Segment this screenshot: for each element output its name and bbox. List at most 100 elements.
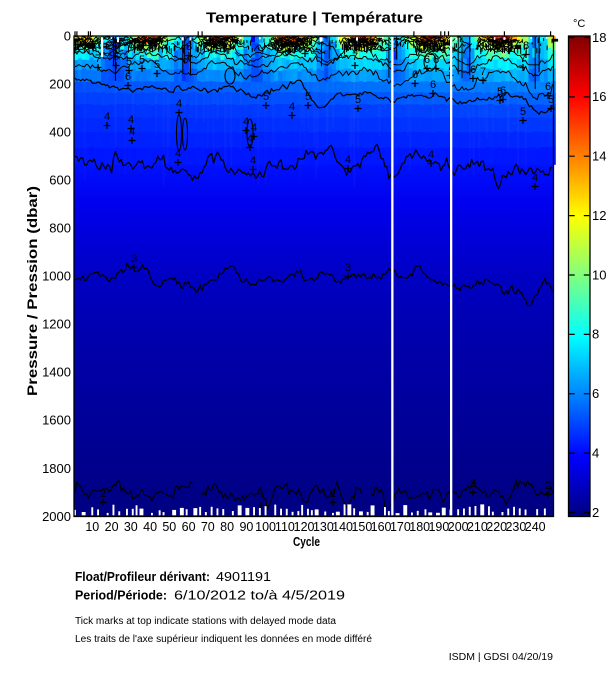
svg-text:100: 100 <box>255 520 276 534</box>
svg-text:Les traits de l'axe supérieur: Les traits de l'axe supérieur indiquent … <box>75 634 372 645</box>
svg-text:5: 5 <box>154 59 160 71</box>
svg-text:Period/Période:: Period/Période: <box>75 588 167 603</box>
svg-text:2: 2 <box>592 505 599 520</box>
svg-text:4: 4 <box>532 172 538 184</box>
svg-text:1400: 1400 <box>42 365 71 380</box>
svg-text:4: 4 <box>243 116 249 128</box>
svg-text:6/10/2012 to/à 4/5/2019: 6/10/2012 to/à 4/5/2019 <box>174 588 345 603</box>
svg-text:120: 120 <box>294 520 315 534</box>
svg-text:230: 230 <box>505 520 526 534</box>
svg-text:40: 40 <box>143 520 157 534</box>
svg-text:5: 5 <box>263 91 269 103</box>
svg-text:4: 4 <box>104 111 110 123</box>
svg-text:140: 140 <box>332 520 353 534</box>
svg-text:6: 6 <box>545 81 551 93</box>
svg-text:7: 7 <box>480 66 486 78</box>
svg-text:8: 8 <box>523 40 529 52</box>
svg-text:400: 400 <box>49 124 71 139</box>
svg-text:6: 6 <box>424 54 430 66</box>
svg-text:4: 4 <box>251 122 257 134</box>
svg-text:4: 4 <box>592 445 599 460</box>
svg-text:1800: 1800 <box>42 461 71 476</box>
svg-text:4: 4 <box>345 154 351 166</box>
svg-text:6: 6 <box>470 64 476 76</box>
svg-text:18: 18 <box>592 30 606 45</box>
svg-text:2: 2 <box>330 488 336 500</box>
svg-text:10: 10 <box>592 267 606 282</box>
svg-text:150: 150 <box>351 520 372 534</box>
svg-text:200: 200 <box>448 520 469 534</box>
svg-text:5: 5 <box>113 51 119 63</box>
svg-text:12: 12 <box>592 208 606 223</box>
svg-text:4: 4 <box>129 126 135 138</box>
svg-text:Float/Profileur dérivant:: Float/Profileur dérivant: <box>75 569 210 584</box>
svg-text:4: 4 <box>175 148 181 160</box>
svg-text:6: 6 <box>412 69 418 81</box>
svg-text:7: 7 <box>95 53 101 65</box>
svg-text:220: 220 <box>486 520 507 534</box>
svg-text:3: 3 <box>345 262 351 274</box>
svg-text:6: 6 <box>433 54 439 66</box>
svg-text:130: 130 <box>313 520 334 534</box>
svg-text:0: 0 <box>64 28 71 43</box>
svg-text:4: 4 <box>289 101 295 113</box>
svg-text:4: 4 <box>247 133 253 145</box>
svg-text:180: 180 <box>409 520 430 534</box>
svg-text:8: 8 <box>302 39 308 51</box>
svg-text:240: 240 <box>525 520 546 534</box>
svg-text:Pressure / Pression (dbar): Pressure / Pression (dbar) <box>24 186 40 396</box>
svg-text:6: 6 <box>500 85 506 97</box>
svg-text:30: 30 <box>124 520 138 534</box>
svg-text:160: 160 <box>371 520 392 534</box>
svg-text:80: 80 <box>220 520 234 534</box>
svg-text:10: 10 <box>85 520 99 534</box>
svg-text:ISDM | GDSI 04/20/19: ISDM | GDSI 04/20/19 <box>449 651 553 663</box>
svg-text:6: 6 <box>592 386 599 401</box>
svg-text:3: 3 <box>131 253 137 265</box>
svg-text:Tick marks at top indicate sta: Tick marks at top indicate stations with… <box>75 616 336 627</box>
svg-text:70: 70 <box>201 520 215 534</box>
svg-text:210: 210 <box>467 520 488 534</box>
svg-text:5: 5 <box>355 94 361 106</box>
svg-text:6: 6 <box>430 79 436 91</box>
svg-text:1600: 1600 <box>42 413 71 428</box>
svg-text:110: 110 <box>275 520 295 534</box>
svg-text:90: 90 <box>239 520 253 534</box>
svg-text:200: 200 <box>49 76 71 91</box>
svg-text:170: 170 <box>390 520 411 534</box>
svg-text:8: 8 <box>186 41 192 53</box>
svg-text:5: 5 <box>139 54 145 66</box>
svg-text:5: 5 <box>548 94 554 106</box>
svg-text:2: 2 <box>545 480 551 492</box>
svg-text:1200: 1200 <box>42 317 71 332</box>
svg-text:20: 20 <box>105 520 119 534</box>
svg-text:5: 5 <box>126 56 132 68</box>
svg-text:2: 2 <box>258 491 264 503</box>
svg-text:5: 5 <box>497 86 503 98</box>
svg-text:5: 5 <box>520 106 526 118</box>
svg-text:7: 7 <box>352 51 358 63</box>
svg-text:8: 8 <box>592 327 599 342</box>
svg-text:5: 5 <box>305 91 311 103</box>
svg-text:Temperature | Température: Temperature | Température <box>206 10 423 27</box>
svg-text:4: 4 <box>428 149 434 161</box>
svg-text:800: 800 <box>49 221 71 236</box>
svg-text:16: 16 <box>592 89 606 104</box>
svg-text:4: 4 <box>128 114 134 126</box>
svg-text:190: 190 <box>428 520 449 534</box>
svg-text:°C: °C <box>573 18 585 30</box>
svg-text:60: 60 <box>182 520 196 534</box>
svg-text:1000: 1000 <box>42 269 71 284</box>
svg-text:2: 2 <box>470 478 476 490</box>
svg-text:2000: 2000 <box>42 509 71 524</box>
svg-text:7: 7 <box>520 53 526 65</box>
svg-text:50: 50 <box>162 520 176 534</box>
svg-text:4901191: 4901191 <box>216 569 271 584</box>
svg-text:4: 4 <box>250 155 256 167</box>
svg-text:600: 600 <box>49 173 71 188</box>
svg-text:14: 14 <box>592 149 606 164</box>
svg-text:Cycle: Cycle <box>293 534 320 549</box>
svg-text:2: 2 <box>100 488 106 500</box>
svg-text:4: 4 <box>176 98 182 110</box>
svg-text:6: 6 <box>125 71 131 83</box>
